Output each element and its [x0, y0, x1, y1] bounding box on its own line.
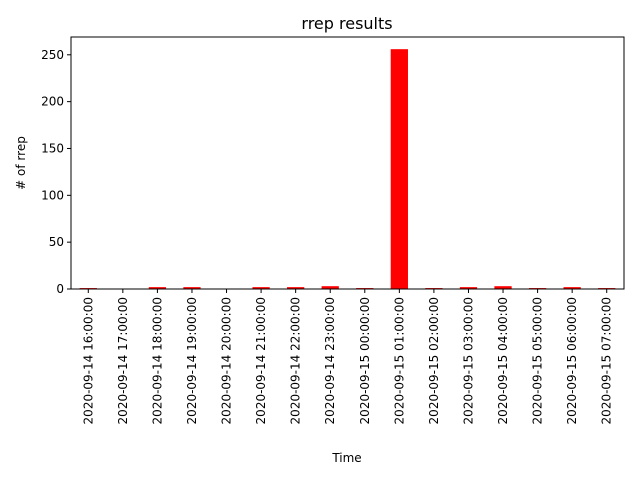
y-axis: 0 50 100 150 200 250: [41, 48, 71, 296]
y-tick-label-0: 0: [56, 282, 64, 296]
x-tick-label-4: 2020-09-14 20:00:00: [220, 297, 234, 424]
bar-6: [287, 287, 305, 289]
x-tick-label-13: 2020-09-15 05:00:00: [531, 297, 545, 424]
x-tick-label-2: 2020-09-14 18:00:00: [150, 297, 164, 424]
x-tick-label-7: 2020-09-14 23:00:00: [323, 297, 337, 424]
x-tick-label-12: 2020-09-15 04:00:00: [496, 297, 510, 424]
x-tick-label-0: 2020-09-14 16:00:00: [81, 297, 95, 424]
y-axis-label: # of rrep: [14, 136, 28, 190]
x-axis: 2020-09-14 16:00:00 2020-09-14 17:00:00 20…: [81, 289, 614, 424]
bar-9: [390, 49, 408, 290]
bar-3: [183, 287, 201, 289]
bar-11: [459, 287, 478, 289]
x-axis-label: Time: [331, 451, 361, 465]
plot-frame: [70, 36, 625, 290]
bar-12: [494, 286, 512, 289]
y-tick-label-1: 50: [49, 235, 64, 249]
x-tick-label-6: 2020-09-14 22:00:00: [289, 297, 303, 424]
x-tick-label-5: 2020-09-14 21:00:00: [254, 297, 268, 424]
x-tick-label-15: 2020-09-15 07:00:00: [600, 297, 614, 424]
y-tick-label-3: 150: [41, 141, 64, 155]
y-tick-label-5: 250: [41, 48, 64, 62]
x-tick-label-8: 2020-09-15 00:00:00: [358, 297, 372, 424]
x-tick-label-10: 2020-09-15 02:00:00: [427, 297, 441, 424]
bar-2: [148, 287, 167, 289]
x-tick-label-3: 2020-09-14 19:00:00: [185, 297, 199, 424]
chart-title: rrep results: [301, 14, 392, 33]
y-tick-label-2: 100: [41, 188, 64, 202]
x-tick-label-9: 2020-09-15 01:00:00: [392, 297, 406, 424]
bar-7: [321, 286, 339, 289]
x-tick-label-14: 2020-09-15 06:00:00: [565, 297, 579, 424]
x-tick-label-11: 2020-09-15 03:00:00: [461, 297, 475, 424]
y-tick-label-4: 200: [41, 95, 64, 109]
x-tick-label-1: 2020-09-14 17:00:00: [116, 297, 130, 424]
bar-5: [252, 287, 270, 289]
bars-group: [79, 49, 616, 290]
bar-14: [563, 287, 581, 289]
